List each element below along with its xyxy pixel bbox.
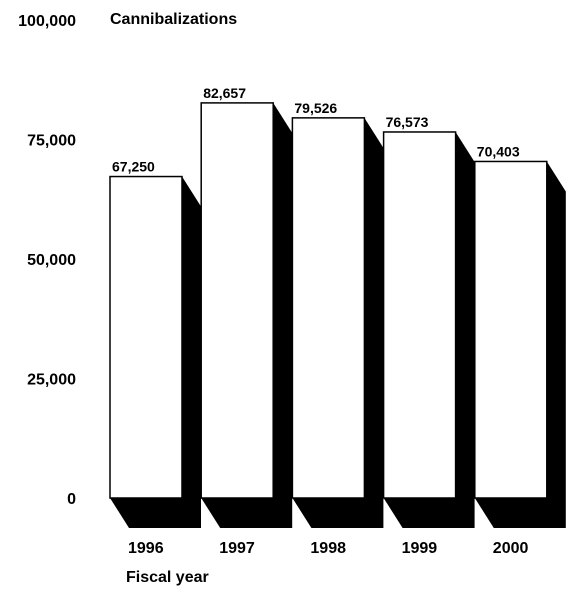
y-tick-label: 0 <box>67 491 76 508</box>
y-tick-label: 50,000 <box>27 252 76 269</box>
x-axis-label: Fiscal year <box>126 569 209 586</box>
x-tick-label: 1998 <box>310 540 346 557</box>
x-tick-label: 1996 <box>128 540 164 557</box>
data-label: 76,573 <box>386 114 429 130</box>
y-tick-label: 100,000 <box>18 13 76 30</box>
data-labels: 67,250 82,657 79,526 76,573 70,403 <box>112 85 520 175</box>
y-tick-label: 25,000 <box>27 372 76 389</box>
bar <box>200 102 274 499</box>
y-tick-label: 75,000 <box>27 133 76 150</box>
bar <box>291 117 366 499</box>
data-label: 67,250 <box>112 159 155 175</box>
x-tick-label: 1999 <box>402 540 438 557</box>
bar <box>382 131 457 499</box>
data-label: 82,657 <box>203 85 246 101</box>
x-axis-ticks: 1996 1997 1998 1999 2000 <box>128 540 528 557</box>
y-axis-ticks: 0 25,000 50,000 75,000 100,000 <box>18 13 76 508</box>
data-label: 79,526 <box>294 100 337 116</box>
bars <box>109 102 548 499</box>
data-label: 70,403 <box>477 143 520 159</box>
bar <box>109 175 183 499</box>
bar <box>474 160 548 499</box>
x-tick-label: 1997 <box>219 540 255 557</box>
y-axis-label: Cannibalizations <box>110 11 237 28</box>
x-tick-label: 2000 <box>493 540 529 557</box>
